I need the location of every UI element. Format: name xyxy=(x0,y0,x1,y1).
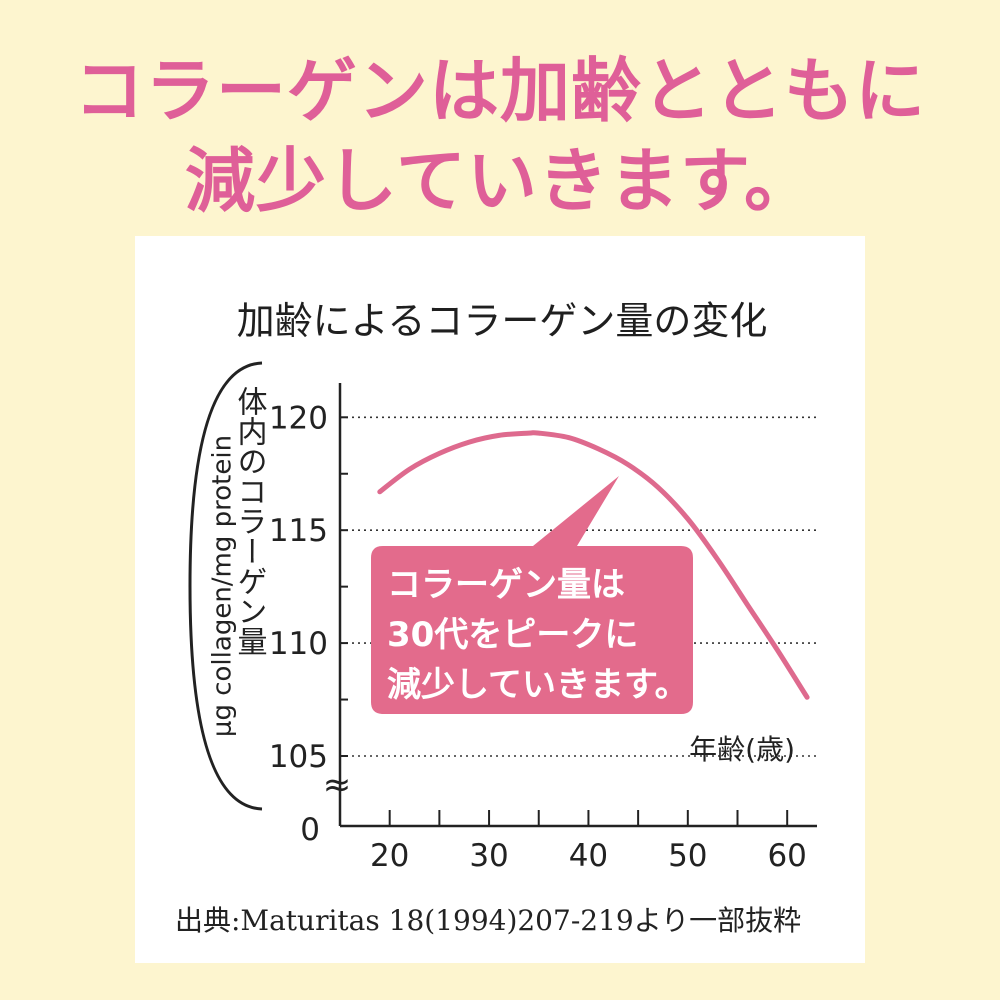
x-ticks: 20 30 40 50 60 xyxy=(370,810,807,874)
callout-line-3: 減少していきます。 xyxy=(387,665,689,705)
x-tick-label: 30 xyxy=(469,838,508,874)
x-axis-label: 年齢(歳) xyxy=(689,733,795,766)
callout-line-1: コラーゲン量は xyxy=(387,565,625,605)
x-tick-label: 20 xyxy=(370,838,409,874)
ylabel-paren xyxy=(188,361,263,811)
y-ticks: 120 115 110 105 xyxy=(269,400,348,775)
axis-break-symbol: ≈ xyxy=(323,765,352,805)
y-tick-label: 110 xyxy=(269,626,328,662)
y-tick-zero: 0 xyxy=(300,812,320,848)
source-citation: 出典:Maturitas 18(1994)207-219より一部抜粋 xyxy=(175,904,801,937)
collagen-chart: 加齢によるコラーゲン量の変化 μg collagen/mg protein 体内… xyxy=(175,299,817,937)
y-tick-label: 120 xyxy=(269,400,328,436)
y-tick-label: 115 xyxy=(269,513,328,549)
chart-panel: 加齢によるコラーゲン量の変化 μg collagen/mg protein 体内… xyxy=(135,236,865,963)
collagen-curve xyxy=(377,430,810,700)
x-tick-label: 60 xyxy=(767,838,806,874)
y-axis-label: 体内のコラーゲン量 xyxy=(232,386,268,656)
chart-title: 加齢によるコラーゲン量の変化 xyxy=(237,299,768,343)
y-tick-label: 105 xyxy=(269,739,328,775)
callout-line-2: 30代をピークに xyxy=(387,615,638,655)
x-tick-label: 40 xyxy=(569,838,608,874)
callout-box xyxy=(371,476,693,714)
headline-line-1: コラーゲンは加齢とともに xyxy=(74,49,926,132)
headline-line-2: 減少していきます。 xyxy=(185,139,815,222)
y-axis-label-unit: μg collagen/mg protein xyxy=(208,435,238,737)
x-tick-label: 50 xyxy=(668,838,707,874)
